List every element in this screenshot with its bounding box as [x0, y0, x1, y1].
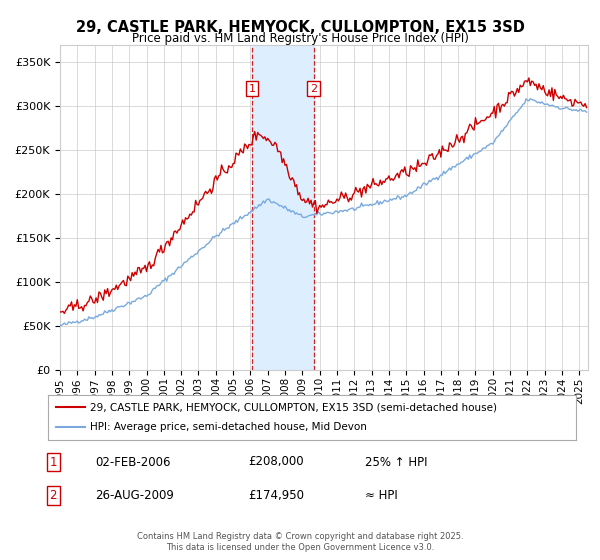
Text: Contains HM Land Registry data © Crown copyright and database right 2025.
This d: Contains HM Land Registry data © Crown c…	[137, 532, 463, 552]
Text: 26-AUG-2009: 26-AUG-2009	[95, 489, 175, 502]
Text: Price paid vs. HM Land Registry's House Price Index (HPI): Price paid vs. HM Land Registry's House …	[131, 32, 469, 45]
Text: 1: 1	[248, 83, 256, 94]
Text: 1: 1	[50, 455, 57, 469]
Text: 2: 2	[50, 489, 57, 502]
Text: 29, CASTLE PARK, HEMYOCK, CULLOMPTON, EX15 3SD (semi-detached house): 29, CASTLE PARK, HEMYOCK, CULLOMPTON, EX…	[90, 402, 497, 412]
Bar	[252, 45, 314, 370]
Text: ≈ HPI: ≈ HPI	[365, 489, 398, 502]
Text: 25% ↑ HPI: 25% ↑ HPI	[365, 455, 427, 469]
Text: £174,950: £174,950	[248, 489, 305, 502]
Text: 02-FEB-2006: 02-FEB-2006	[95, 455, 171, 469]
Text: 2: 2	[310, 83, 317, 94]
Text: HPI: Average price, semi-detached house, Mid Devon: HPI: Average price, semi-detached house,…	[90, 422, 367, 432]
Text: £208,000: £208,000	[248, 455, 304, 469]
Text: 29, CASTLE PARK, HEMYOCK, CULLOMPTON, EX15 3SD: 29, CASTLE PARK, HEMYOCK, CULLOMPTON, EX…	[76, 20, 524, 35]
